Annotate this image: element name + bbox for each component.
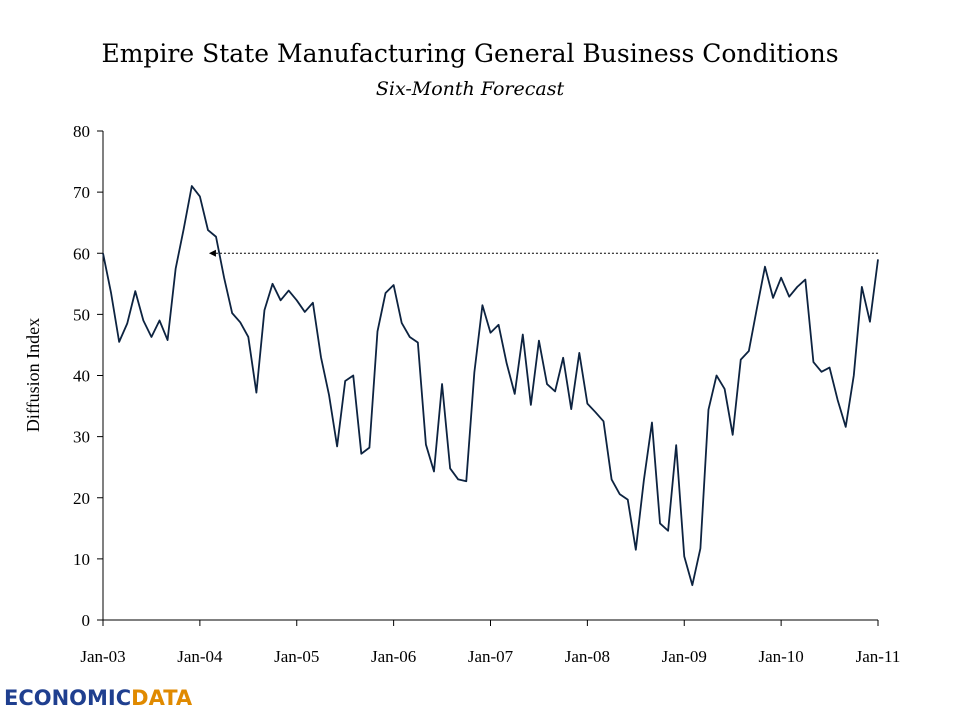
x-tick-label: Jan-11 — [856, 647, 901, 666]
x-tick-label: Jan-05 — [274, 647, 319, 666]
x-tick-label: Jan-03 — [80, 647, 125, 666]
x-tick-label: Jan-09 — [662, 647, 707, 666]
logo-text-economic: ECONOMIC — [4, 686, 132, 710]
logo-text-data: DATA — [131, 686, 193, 710]
y-tick-label: 80 — [73, 122, 90, 141]
y-tick-label: 40 — [73, 367, 90, 386]
series-line — [102, 185, 879, 587]
axes — [102, 131, 878, 621]
y-tick-label: 20 — [73, 489, 90, 508]
y-tick-label: 30 — [73, 428, 90, 447]
x-tick-label: Jan-10 — [758, 647, 803, 666]
x-ticks: Jan-03 Jan-04 Jan-05 Jan-06 Jan-07 Jan-08 Jan-… — [80, 620, 900, 666]
x-tick-label: Jan-06 — [371, 647, 416, 666]
y-tick-label: 60 — [73, 244, 90, 263]
economic-data-logo: ECONOMICDATA — [4, 686, 192, 710]
chart-subtitle: Six-Month Forecast — [376, 78, 565, 100]
reference-line-group — [208, 249, 878, 257]
y-ticks: 0 10 20 30 40 50 60 70 80 — [73, 122, 103, 630]
y-tick-label: 10 — [73, 550, 90, 569]
chart-title: Empire State Manufacturing General Busin… — [101, 39, 838, 68]
series-group — [102, 185, 879, 587]
y-tick-label: 50 — [73, 305, 90, 324]
y-tick-label: 70 — [73, 183, 90, 202]
x-tick-label: Jan-04 — [177, 647, 223, 666]
chart: Empire State Manufacturing General Busin… — [23, 39, 900, 666]
y-tick-label: 0 — [82, 611, 91, 630]
x-tick-label: Jan-08 — [565, 647, 610, 666]
reference-arrowhead — [208, 249, 216, 257]
y-axis-label: Diffusion Index — [23, 318, 43, 432]
x-tick-label: Jan-07 — [468, 647, 514, 666]
